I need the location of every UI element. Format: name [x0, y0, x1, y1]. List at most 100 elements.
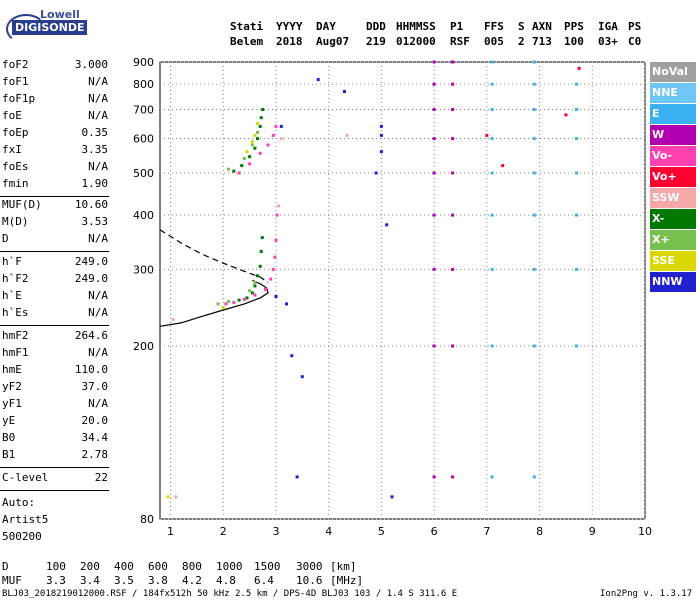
echo-point	[273, 255, 277, 259]
header-label-1: YYYY	[276, 20, 303, 33]
param-b1: B1 2.78	[2, 448, 108, 465]
param-name: B0	[2, 431, 16, 444]
header-value-0: Belem	[230, 35, 264, 48]
echo-point	[274, 238, 278, 242]
param-value: 37.0	[81, 380, 109, 393]
echo-point	[216, 302, 220, 306]
echo-point	[451, 213, 455, 217]
echo-point	[221, 306, 225, 310]
legend-item-ssw: SSW	[650, 188, 696, 208]
header-label-5: P1	[450, 20, 464, 33]
header-table: Stati YYYY DAY DDD HHMMSS P1 FFS S AXN PPS IGA PS B…	[230, 20, 670, 50]
header-label-10: IGA	[598, 20, 618, 33]
x-tick-label: 2	[220, 525, 227, 538]
echo-point	[532, 344, 536, 348]
x-tick-label: 4	[325, 525, 332, 538]
echo-point	[575, 108, 578, 111]
param-yf2: yF2 37.0	[2, 380, 108, 397]
param-value: 2.78	[81, 448, 109, 461]
series-sse	[166, 121, 259, 499]
param-fof1p: foF1p N/A	[2, 92, 108, 109]
footer-muf-label: MUF	[2, 574, 22, 587]
echo-point	[285, 302, 288, 306]
header-value-1: 2018	[276, 35, 303, 48]
footer-d-value: 1000	[216, 560, 243, 573]
param-name: foF1p	[2, 92, 36, 105]
echo-point	[248, 289, 252, 293]
param-hes: h`Es N/A	[2, 306, 108, 323]
echo-point	[245, 150, 249, 154]
echo-point	[451, 267, 455, 271]
param-value: 10.60	[74, 198, 108, 211]
echo-point	[451, 82, 455, 86]
footer-d-value: 800	[182, 560, 202, 573]
param-value: N/A	[88, 346, 108, 359]
echo-point	[316, 78, 320, 82]
echo-point	[451, 108, 455, 111]
x-tick-label: 1	[167, 525, 174, 538]
echo-point	[253, 146, 257, 150]
header-value-4: 012000	[396, 35, 436, 48]
param-fxi: fxI 3.35	[2, 143, 108, 160]
profile-solid	[159, 279, 269, 327]
echo-point	[490, 82, 494, 86]
series-e	[490, 60, 578, 479]
echo-point	[532, 213, 536, 217]
echo-point	[343, 90, 346, 93]
footer-version: Ion2Png v. 1.3.17	[600, 589, 693, 599]
param-value: N/A	[88, 232, 108, 245]
param-mufd: MUF(D) 10.60	[2, 198, 108, 215]
echo-point	[575, 82, 578, 86]
param-foes: foEs N/A	[2, 160, 108, 177]
echo-point	[432, 137, 436, 141]
legend-item-e: E	[650, 104, 696, 124]
echo-point	[256, 130, 259, 134]
echo-point	[432, 344, 436, 348]
param-hmf1: hmF1 N/A	[2, 346, 108, 363]
param-name: yF1	[2, 397, 22, 410]
echo-point	[432, 475, 436, 479]
echo-point	[260, 236, 264, 240]
param-he: h`E N/A	[2, 289, 108, 306]
param-value: 110.0	[74, 363, 108, 376]
auto-line-2: 500200	[2, 530, 42, 543]
param-value: N/A	[88, 92, 108, 105]
param-d: D N/A	[2, 232, 108, 249]
echo-point	[253, 284, 257, 288]
footer-muf-value: 3.3	[46, 574, 66, 587]
footer-file-info: BLJ03_2018219012000.RSF / 184fx512h 50 k…	[2, 589, 458, 599]
echo-point	[490, 171, 494, 175]
header-label-0: Stati	[230, 20, 264, 33]
echo-point	[390, 495, 394, 499]
header-value-7: 2	[518, 35, 525, 48]
param-hme: hmE 110.0	[2, 363, 108, 380]
echo-point	[451, 475, 455, 479]
param-name: hmF2	[2, 329, 29, 342]
echo-point	[256, 274, 259, 278]
param-clevel: C-level 22	[2, 471, 108, 488]
echo-point	[224, 302, 228, 306]
series-x	[232, 108, 265, 302]
echo-point	[227, 300, 230, 304]
echo-point	[250, 291, 254, 295]
header-label-8: AXN	[532, 20, 552, 33]
echo-point	[385, 223, 389, 227]
param-divider	[0, 196, 109, 197]
profile-dashed	[159, 229, 269, 283]
echo-point	[250, 140, 254, 144]
auto-line-1: Artist5	[2, 513, 49, 526]
echo-point	[575, 213, 578, 217]
echo-point	[432, 60, 436, 64]
echo-point	[432, 267, 436, 271]
footer-muf-value: 10.6	[296, 574, 323, 587]
header-value-10: 03+	[598, 35, 618, 48]
param-name: M(D)	[2, 215, 29, 228]
echo-point	[564, 113, 568, 117]
param-name: h`F2	[2, 272, 29, 285]
param-value: N/A	[88, 289, 108, 302]
param-name: hmE	[2, 363, 22, 376]
echo-point	[261, 108, 265, 111]
echo-point	[490, 213, 494, 217]
y-tick-label: 500	[133, 167, 154, 180]
echo-point	[253, 133, 257, 137]
